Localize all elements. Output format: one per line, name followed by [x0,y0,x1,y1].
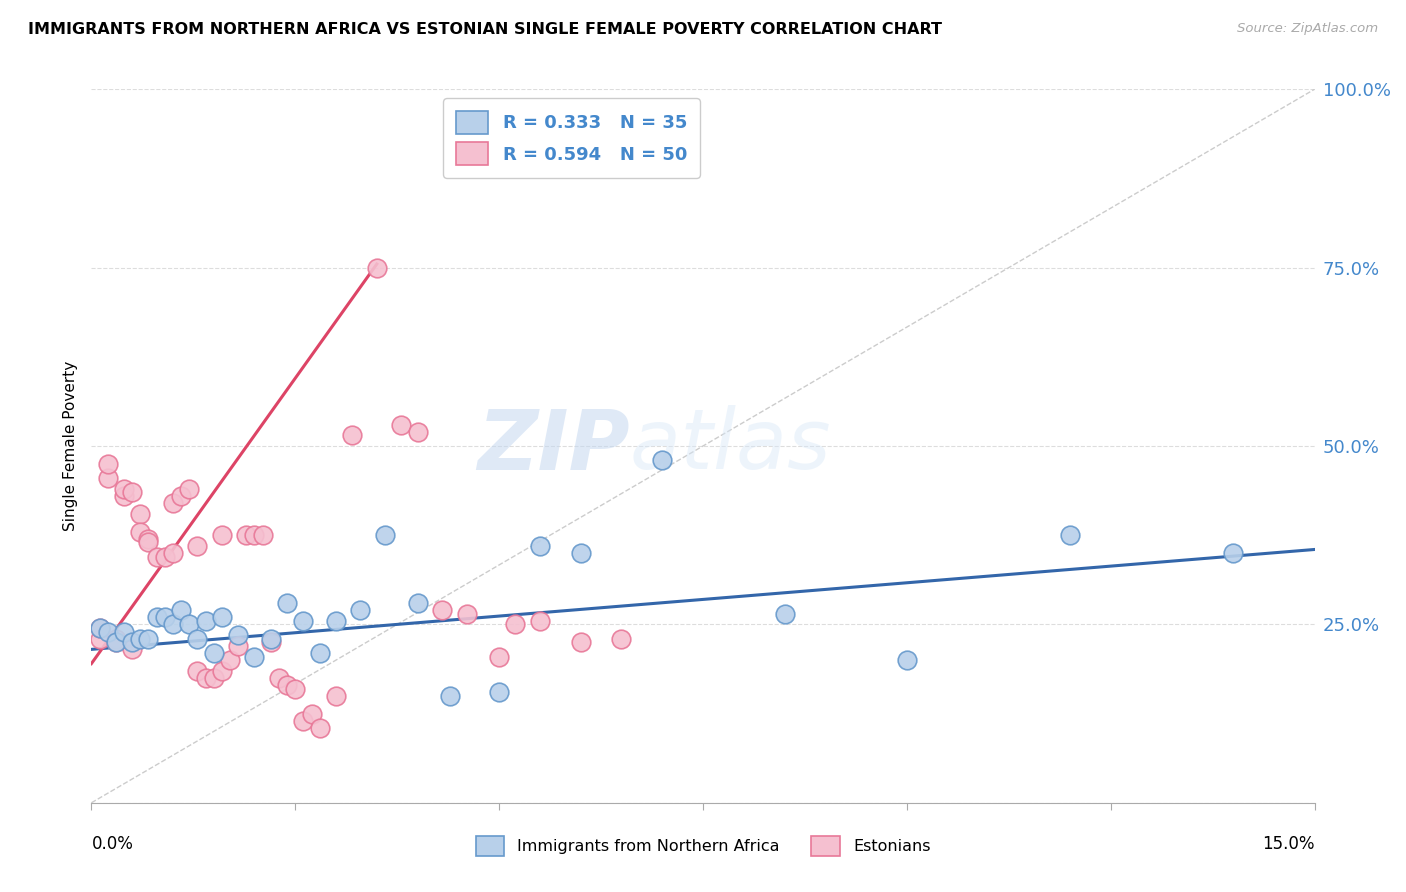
Point [179,482,201,496]
Point [308,646,330,660]
Point [292,714,315,728]
Text: Source: ZipAtlas.com: Source: ZipAtlas.com [1237,22,1378,36]
Point [505,617,527,632]
Point [488,685,510,699]
Text: ZIP: ZIP [477,406,630,486]
Point [97,624,120,639]
Point [162,617,184,632]
Point [211,528,233,542]
Point [129,507,152,521]
Point [112,624,135,639]
Point [145,610,167,624]
Point [226,628,249,642]
Point [610,632,633,646]
Point [226,639,249,653]
Point [170,603,193,617]
Point [292,614,315,628]
Point [430,603,453,617]
Point [456,607,478,621]
Point [349,603,371,617]
Point [89,621,111,635]
Point [569,635,592,649]
Point [276,678,298,692]
Point [366,260,388,275]
Point [97,471,120,485]
Point [308,721,330,735]
Point [89,621,111,635]
Point [243,649,266,664]
Legend: Immigrants from Northern Africa, Estonians: Immigrants from Northern Africa, Estonia… [470,830,936,863]
Point [121,635,143,649]
Point [773,607,796,621]
Point [162,546,184,560]
Point [162,496,184,510]
Point [170,489,193,503]
Point [186,539,208,553]
Point [186,664,208,678]
Point [325,689,347,703]
Point [235,528,257,542]
Point [488,649,510,664]
Point [186,632,208,646]
Point [153,549,176,564]
Point [112,482,135,496]
Point [129,524,152,539]
Point [301,706,323,721]
Point [104,632,127,646]
Point [219,653,242,667]
Point [243,528,266,542]
Point [569,546,592,560]
Point [145,549,167,564]
Point [896,653,918,667]
Text: 15.0%: 15.0% [1263,835,1315,853]
Point [529,539,551,553]
Text: 0.0%: 0.0% [91,835,134,853]
Point [252,528,274,542]
Point [202,646,225,660]
Point [104,635,127,649]
Point [104,635,127,649]
Point [276,596,298,610]
Point [651,453,673,467]
Point [260,632,283,646]
Point [439,689,461,703]
Point [153,610,176,624]
Point [374,528,396,542]
Point [267,671,290,685]
Point [284,681,307,696]
Point [529,614,551,628]
Point [1059,528,1081,542]
Point [138,532,160,546]
Text: IMMIGRANTS FROM NORTHERN AFRICA VS ESTONIAN SINGLE FEMALE POVERTY CORRELATION CH: IMMIGRANTS FROM NORTHERN AFRICA VS ESTON… [28,22,942,37]
Point [194,671,217,685]
Point [179,617,201,632]
Point [89,632,111,646]
Text: atlas: atlas [630,406,831,486]
Y-axis label: Single Female Poverty: Single Female Poverty [63,361,79,531]
Point [112,489,135,503]
Point [260,635,283,649]
Point [194,614,217,628]
Point [121,642,143,657]
Point [138,535,160,549]
Point [211,610,233,624]
Point [406,596,429,610]
Point [325,614,347,628]
Point [389,417,412,432]
Point [121,485,143,500]
Point [138,632,160,646]
Point [406,425,429,439]
Point [1222,546,1244,560]
Point [202,671,225,685]
Point [97,457,120,471]
Point [129,632,152,646]
Point [211,664,233,678]
Point [342,428,364,442]
